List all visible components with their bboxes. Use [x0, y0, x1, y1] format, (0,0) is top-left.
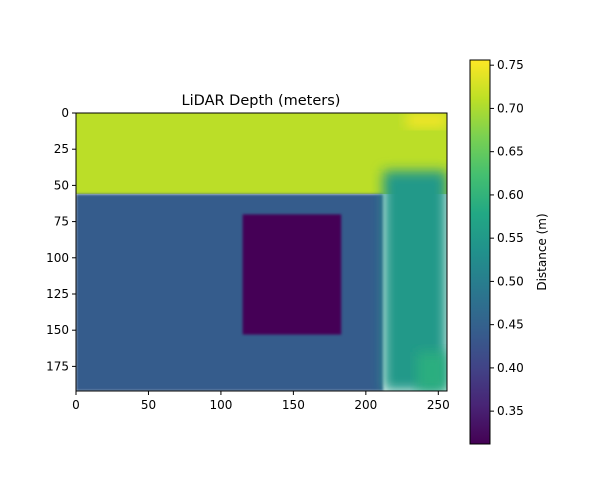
x-tick-label: 0: [72, 398, 80, 412]
colorbar-tick-label: 0.75: [497, 58, 524, 72]
colorbar-axis: 0.35 0.40 0.45 0.50 0.55 0.60 0.65 0.70 0.75: [490, 58, 524, 418]
y-tick-label: 75: [54, 215, 69, 229]
heatmap-region-lower-right-patch: [416, 351, 447, 391]
heatmap-region-upper-right-corner: [406, 113, 447, 128]
colorbar-tick-label: 0.45: [497, 318, 524, 332]
y-tick-label: 175: [46, 359, 69, 373]
x-tick-label: 200: [354, 398, 377, 412]
colorbar-frame: [469, 59, 491, 445]
x-tick-label: 150: [282, 398, 305, 412]
chart-title: LiDAR Depth (meters): [182, 93, 341, 109]
colorbar-tick-label: 0.70: [497, 101, 524, 115]
colorbar-tick-label: 0.35: [497, 404, 524, 418]
colorbar-tick-label: 0.55: [497, 231, 524, 245]
colorbar-tick-label: 0.60: [497, 188, 524, 202]
plot-frame: [75, 112, 448, 392]
colorbar-tick-label: 0.50: [497, 274, 524, 288]
colorbar-label: Distance (m): [535, 213, 549, 290]
y-tick-label: 0: [61, 106, 69, 120]
y-tick-label: 50: [54, 178, 69, 192]
y-tick-label: 150: [46, 323, 69, 337]
y-axis: 0 25 50 75 100 125 150 175: [46, 106, 76, 373]
y-tick-label: 125: [46, 287, 69, 301]
colorbar-tick-label: 0.65: [497, 145, 524, 159]
x-axis: 0 50 100 150 200 250: [72, 391, 450, 412]
x-tick-label: 250: [427, 398, 450, 412]
depth-heatmap: [76, 113, 447, 391]
x-tick-label: 50: [141, 398, 156, 412]
heatmap-region-inner-rectangle: [242, 214, 342, 335]
y-tick-label: 100: [46, 251, 69, 265]
y-tick-label: 25: [54, 142, 69, 156]
colorbar: [470, 60, 490, 444]
colorbar-tick-label: 0.40: [497, 361, 524, 375]
x-tick-label: 100: [209, 398, 232, 412]
